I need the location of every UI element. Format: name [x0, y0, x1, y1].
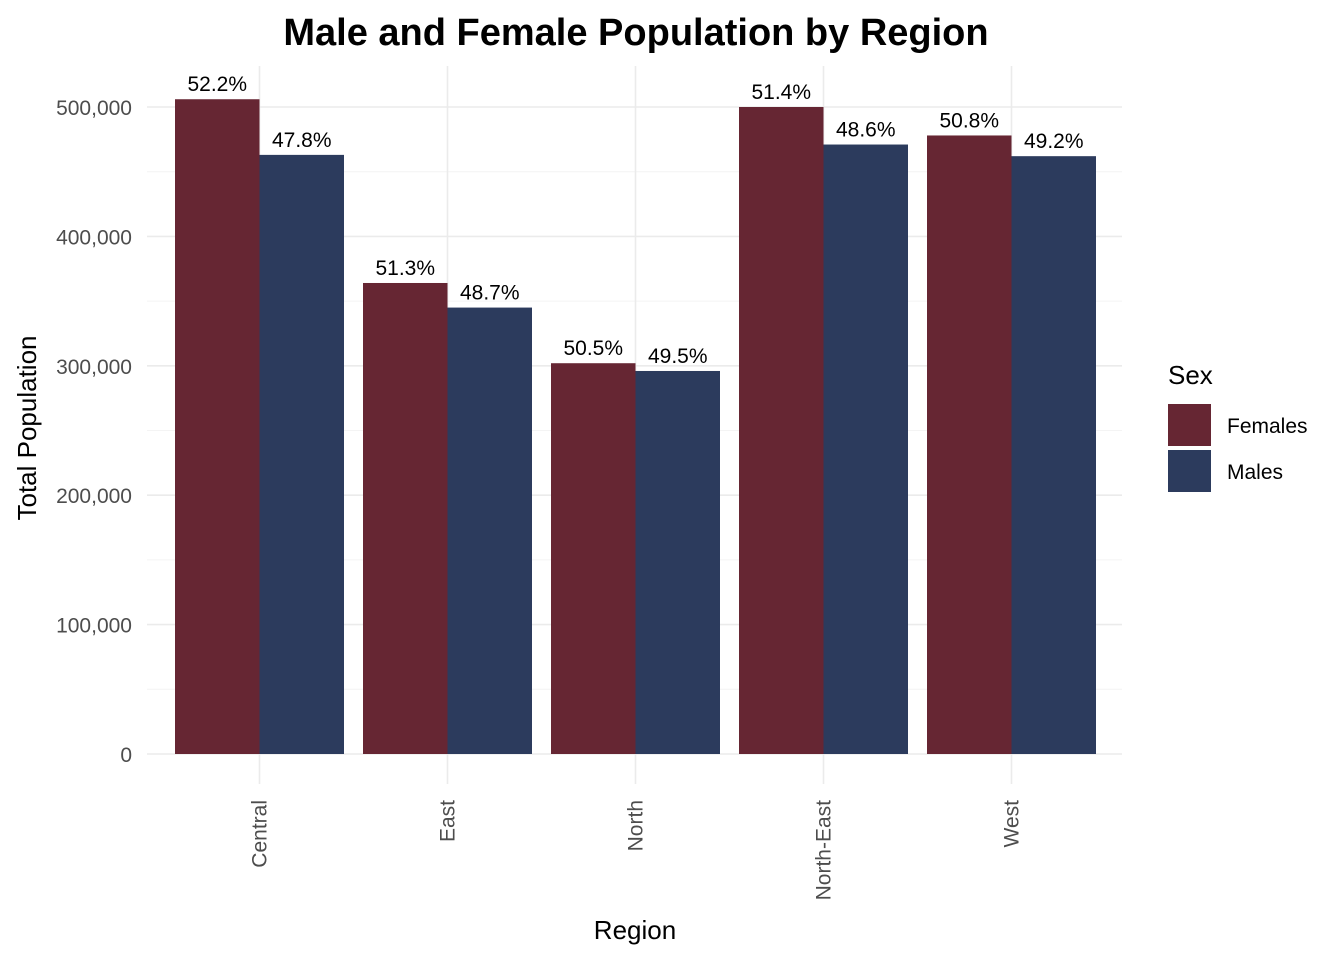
x-tick-label: North-East: [813, 800, 836, 901]
legend-key-males: [1168, 450, 1211, 492]
y-tick-label: 200,000: [56, 485, 132, 508]
y-axis-ticks: 0 100,000 200,000 300,000 400,000 500,000: [56, 97, 132, 767]
bars: [175, 99, 1096, 755]
bar-females-north-east: [739, 107, 824, 754]
bar-label: 48.6%: [836, 119, 896, 142]
bar-label: 51.4%: [751, 81, 811, 104]
bar-males-east: [447, 307, 532, 754]
bar-females-central: [175, 99, 260, 754]
bar-females-west: [927, 135, 1012, 754]
x-tick-label: East: [437, 800, 460, 842]
bar-label: 48.7%: [460, 282, 520, 305]
bar-label: 51.3%: [375, 257, 435, 280]
bar-label: 49.5%: [648, 345, 708, 368]
y-tick-label: 0: [120, 744, 132, 767]
legend-key-females: [1168, 404, 1211, 446]
bar-label: 49.2%: [1024, 130, 1084, 153]
bar-labels: 52.2% 51.3% 50.5% 51.4% 50.8% 47.8% 48.7% 49.5%…: [187, 73, 1083, 368]
bar-label: 50.5%: [563, 337, 623, 360]
y-tick-label: 300,000: [56, 356, 132, 379]
bar-label: 52.2%: [187, 73, 247, 96]
legend-label: Females: [1227, 415, 1308, 438]
y-tick-label: 500,000: [56, 97, 132, 120]
bar-males-west: [1011, 156, 1096, 754]
x-axis-title: Region: [594, 915, 676, 945]
x-tick-label: Central: [249, 800, 272, 868]
bar-males-north-east: [823, 144, 908, 754]
bar-males-north: [635, 370, 720, 754]
y-tick-label: 400,000: [56, 226, 132, 249]
chart-title: Male and Female Population by Region: [283, 12, 988, 54]
bar-females-east: [363, 282, 448, 754]
legend-title: Sex: [1168, 360, 1213, 390]
x-tick-label: West: [1001, 800, 1024, 848]
bar-label: 50.8%: [939, 109, 999, 132]
legend-label: Males: [1227, 461, 1283, 484]
bar-males-central: [259, 154, 344, 755]
legend: Sex Females Males: [1168, 360, 1308, 492]
y-tick-label: 100,000: [56, 615, 132, 638]
x-tick-label: North: [625, 800, 648, 851]
x-axis-ticks: Central East North North-East West: [249, 800, 1024, 901]
y-axis-title: Total Population: [12, 335, 42, 520]
bar-label: 47.8%: [272, 129, 332, 152]
bar-females-north: [551, 363, 636, 754]
